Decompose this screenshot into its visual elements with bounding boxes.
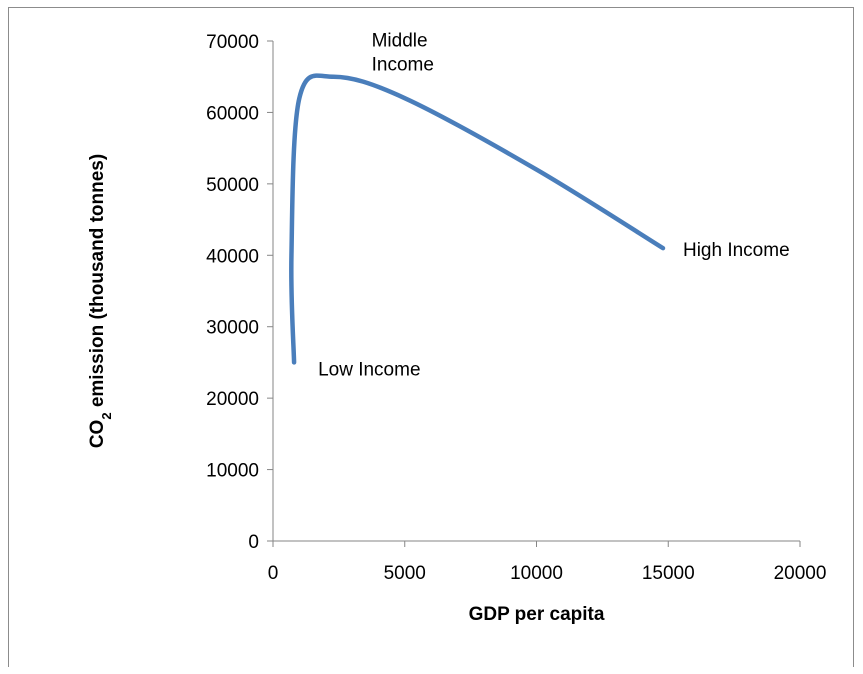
y-tick-label: 10000 [206,461,259,482]
x-axis-title: GDP per capita [469,604,605,625]
y-tick-label: 50000 [206,175,259,196]
data-point [535,168,538,171]
axes [267,40,801,547]
y-tick-label: 60000 [206,103,259,124]
data-point [298,97,301,100]
annotation-line: Middle [372,31,428,52]
x-tick-label: 0 [268,563,279,584]
annotations: Low Income Middle Income High Income [318,31,790,381]
annotation-label: Low Income [318,359,420,380]
x-tick-label: 20000 [774,563,827,584]
data-point [403,97,406,100]
annotation-label: Middle Income [372,31,434,76]
annotation-label: High Income [683,240,790,261]
annotation-line: Low Income [318,359,420,380]
line-chart: 0 10000 20000 30000 40000 50000 60000 70000 0 500… [87,31,826,625]
y-axis-title-prefix: CO [87,420,108,449]
y-tick-label: 40000 [206,246,259,267]
y-tick-label: 70000 [206,32,259,53]
x-tick-label: 10000 [510,563,563,584]
data-point [290,254,293,257]
annotation-line: High Income [683,240,790,261]
y-tick-label: 20000 [206,389,259,410]
series-line [289,73,666,365]
data-point [332,75,335,78]
data-point [661,247,664,250]
y-tick-label: 0 [248,532,259,553]
y-axis-title-subscript: 2 [99,412,114,419]
y-axis-title-suffix: emission (thousand tonnes) [87,154,108,413]
data-point [293,361,296,364]
series-group [289,73,666,365]
x-tick-label: 15000 [642,563,695,584]
chart-area: 0 10000 20000 30000 40000 50000 60000 70000 0 500… [8,7,854,667]
y-tick-label: 30000 [206,318,259,339]
tick-labels: 0 10000 20000 30000 40000 50000 60000 70000 0 500… [206,32,826,584]
annotation-line: Income [372,55,434,76]
x-tick-label: 5000 [384,563,426,584]
y-axis-title: CO2 emission (thousand tonnes) [87,154,114,448]
